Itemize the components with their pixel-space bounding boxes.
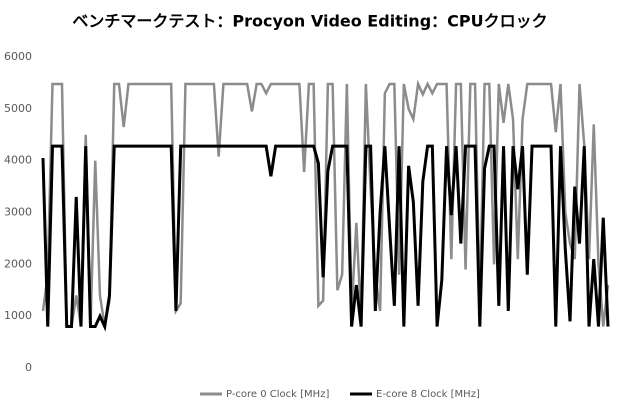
line-series: [41, 144, 610, 332]
legend-label: P-core 0 Clock [MHz]: [226, 389, 329, 400]
y-tick-label: 4000: [4, 154, 32, 167]
y-tick-label: 6000: [4, 50, 32, 63]
legend-label: E-core 8 Clock [MHz]: [376, 389, 480, 400]
chart-title: ベンチマークテスト：Procyon Video Editing：CPUクロック: [72, 12, 547, 31]
y-tick-label: 1000: [4, 309, 32, 322]
y-tick-label: 3000: [4, 206, 32, 219]
y-tick-label: 2000: [4, 257, 32, 270]
y-tick-label: 0: [25, 361, 32, 374]
y-tick-label: 5000: [4, 102, 32, 115]
